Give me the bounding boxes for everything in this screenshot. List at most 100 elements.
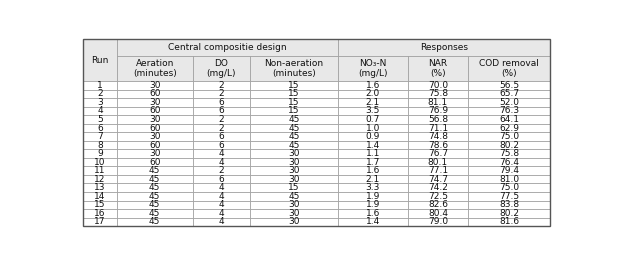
Bar [338,218,408,226]
Text: 6: 6 [218,141,224,150]
Bar [83,167,117,175]
Text: 30: 30 [288,166,300,175]
Text: 1: 1 [97,81,103,90]
Text: 6: 6 [218,175,224,184]
Text: 30: 30 [149,115,161,124]
Bar [83,107,117,115]
Bar [117,200,193,209]
Text: 4: 4 [219,217,224,226]
Text: Non-aeration
(minutes): Non-aeration (minutes) [265,59,324,78]
Bar [193,149,250,158]
Text: 4: 4 [219,192,224,201]
Text: 1.1: 1.1 [366,149,380,158]
Bar [250,209,338,218]
Bar [83,209,117,218]
Bar [338,132,408,141]
Text: 3: 3 [97,98,103,107]
Text: 7: 7 [97,132,103,141]
Bar [250,192,338,200]
Text: 74.8: 74.8 [428,132,448,141]
Bar [250,56,338,81]
Bar [250,81,338,90]
Text: 15: 15 [288,81,300,90]
Text: 4: 4 [219,209,224,218]
Text: 80.2: 80.2 [499,209,519,218]
Text: 79.4: 79.4 [499,166,519,175]
Text: 76.3: 76.3 [499,106,519,115]
Bar [193,209,250,218]
Bar [338,167,408,175]
Bar [468,209,550,218]
Text: 2: 2 [219,90,224,98]
Text: 60: 60 [149,141,161,150]
Text: 2.1: 2.1 [366,175,380,184]
Bar [83,98,117,107]
Bar [250,98,338,107]
Bar [408,183,468,192]
Bar [83,90,117,98]
Text: 60: 60 [149,123,161,133]
Bar [193,175,250,183]
Bar [468,149,550,158]
Text: 6: 6 [97,123,103,133]
Bar [117,56,193,81]
Bar [338,81,408,90]
Text: 76.7: 76.7 [428,149,448,158]
Text: 45: 45 [149,192,160,201]
Bar [250,115,338,124]
Text: 9: 9 [97,149,103,158]
Text: 4: 4 [219,183,224,192]
Text: 76.4: 76.4 [499,158,519,167]
Bar [250,90,338,98]
Text: 79.0: 79.0 [428,217,448,226]
Text: 6: 6 [218,98,224,107]
Text: 4: 4 [219,200,224,209]
Bar [117,209,193,218]
Text: 8: 8 [97,141,103,150]
Text: 0.7: 0.7 [366,115,380,124]
Bar [83,132,117,141]
Text: 2: 2 [219,115,224,124]
Bar [193,124,250,132]
Text: 75.0: 75.0 [499,132,519,141]
Text: 13: 13 [95,183,106,192]
Bar [338,98,408,107]
Text: 60: 60 [149,106,161,115]
Text: NO₃-N
(mg/L): NO₃-N (mg/L) [358,59,387,78]
Bar [117,192,193,200]
Bar [408,107,468,115]
Text: 77.1: 77.1 [428,166,448,175]
Bar [408,124,468,132]
Bar [193,98,250,107]
Text: 30: 30 [149,98,161,107]
Bar [338,149,408,158]
Bar [408,98,468,107]
Text: 1.9: 1.9 [366,200,380,209]
Text: 45: 45 [149,175,160,184]
Text: 1.4: 1.4 [366,141,380,150]
Text: Responses: Responses [420,43,468,52]
Bar [338,200,408,209]
Bar [250,149,338,158]
Bar [250,124,338,132]
Text: 15: 15 [288,183,300,192]
Text: 2.0: 2.0 [366,90,380,98]
Bar [468,200,550,209]
Bar [408,192,468,200]
Bar [338,124,408,132]
Text: 80.1: 80.1 [428,158,448,167]
Bar [408,158,468,167]
Text: Central compositie design: Central compositie design [168,43,287,52]
Text: 75.8: 75.8 [428,90,448,98]
Bar [117,107,193,115]
Bar [338,183,408,192]
Bar [338,90,408,98]
Bar [468,175,550,183]
Bar [193,192,250,200]
Text: 16: 16 [95,209,106,218]
Text: Aeration
(minutes): Aeration (minutes) [133,59,177,78]
Bar [468,132,550,141]
Bar [83,81,117,90]
Bar [117,218,193,226]
Bar [83,39,117,81]
